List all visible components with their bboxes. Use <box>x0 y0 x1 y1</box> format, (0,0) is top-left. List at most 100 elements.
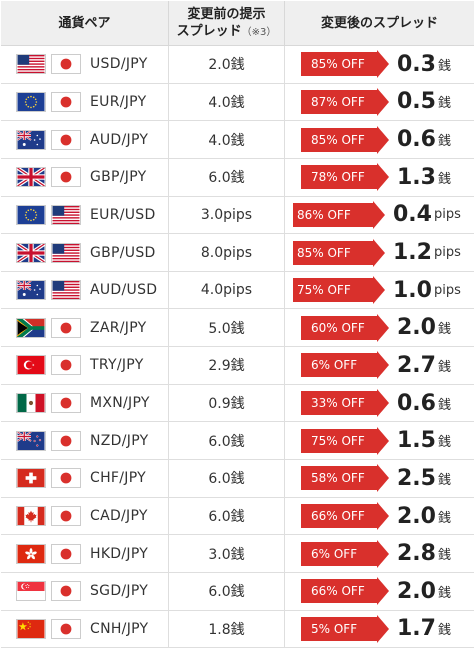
table-row: AUD/JPY 4.0銭 85% OFF 0.6 銭 <box>1 121 474 159</box>
after-spread-value: 1.5 <box>397 428 436 454</box>
ca-flag-icon <box>16 506 46 526</box>
pair-label: AUD/USD <box>90 282 158 299</box>
after-spread-value: 0.4 <box>393 202 432 228</box>
discount-badge: 78% OFF <box>301 163 389 192</box>
pair-cell: GBP/JPY <box>1 158 169 196</box>
discount-label: 60% OFF <box>311 320 365 335</box>
discount-badge: 85% OFF <box>301 125 389 154</box>
after-cell: 66% OFF 2.0 銭 <box>285 573 474 610</box>
after-spread-value: 0.6 <box>397 390 436 416</box>
jp-flag-icon <box>51 317 81 338</box>
table-row: MXN/JPY 0.9銭 33% OFF 0.6 銭 <box>1 384 474 423</box>
after-spread-unit: 銭 <box>437 322 451 338</box>
pair-cell: HKD/JPY <box>1 535 169 572</box>
discount-label: 78% OFF <box>311 170 365 185</box>
after-spread-value: 1.2 <box>393 240 432 266</box>
header-pair: 通貨ペア <box>1 1 169 45</box>
after-spread-value: 1.0 <box>393 277 432 303</box>
before-spread: 3.0銭 <box>169 535 285 572</box>
pair-cell: MXN/JPY <box>1 384 169 422</box>
after-spread-unit: pips <box>433 282 461 298</box>
discount-badge: 33% OFF <box>301 389 389 418</box>
pair-label: CHF/JPY <box>90 470 146 487</box>
mx-flag-icon <box>16 393 46 414</box>
discount-label: 85% OFF <box>311 57 365 72</box>
hk-flag-icon <box>16 543 46 564</box>
gb-flag-icon <box>16 242 46 263</box>
gb-flag-icon <box>16 167 46 188</box>
after-spread-unit: 銭 <box>437 359 451 375</box>
pair-cell: EUR/JPY <box>1 83 169 121</box>
table-row: HKD/JPY 3.0銭 6% OFF 2.8 銭 <box>1 535 474 573</box>
before-spread: 5.0銭 <box>169 309 285 347</box>
us-flag-icon <box>16 54 46 75</box>
pair-label: HKD/JPY <box>90 545 149 562</box>
discount-label: 75% OFF <box>297 283 351 298</box>
pair-label: EUR/JPY <box>90 93 147 110</box>
after-spread-unit: pips <box>433 245 461 261</box>
before-spread: 1.8銭 <box>169 610 285 648</box>
after-spread-value: 2.7 <box>397 352 436 378</box>
before-spread: 6.0銭 <box>169 158 285 196</box>
pair-label: ZAR/JPY <box>90 319 147 336</box>
after-spread-value: 2.0 <box>397 503 436 529</box>
after-cell: 66% OFF 2.0 銭 <box>285 498 474 535</box>
spread-table: 通貨ペア 変更前の提示 スプレッド（※3） 変更後のスプレッド USD/JPY 2… <box>1 1 474 649</box>
discount-badge: 85% OFF <box>293 238 385 267</box>
after-spread-unit: 銭 <box>437 510 451 526</box>
ch-flag-icon <box>16 468 46 489</box>
discount-badge: 60% OFF <box>301 313 389 342</box>
after-spread-value: 2.0 <box>397 578 436 604</box>
discount-label: 86% OFF <box>297 207 351 222</box>
table-row: CHF/JPY 6.0銭 58% OFF 2.5 銭 <box>1 460 474 498</box>
after-spread-unit: 銭 <box>437 435 451 451</box>
after-cell: 5% OFF 1.7 銭 <box>285 611 474 648</box>
after-cell: 86% OFF 0.4 pips <box>285 197 474 234</box>
before-spread: 4.0銭 <box>169 121 285 158</box>
pair-cell: GBP/USD <box>1 234 169 271</box>
pair-cell: EUR/USD <box>1 196 169 234</box>
discount-label: 6% OFF <box>311 546 358 561</box>
jp-flag-icon <box>51 581 81 602</box>
discount-label: 66% OFF <box>311 509 365 523</box>
after-cell: 58% OFF 2.5 銭 <box>285 460 474 497</box>
discount-badge: 6% OFF <box>301 539 389 568</box>
pair-label: USD/JPY <box>90 56 148 73</box>
before-spread: 2.9銭 <box>169 347 285 384</box>
discount-label: 33% OFF <box>311 396 365 411</box>
jp-flag-icon <box>51 506 81 526</box>
table-row: CNH/JPY 1.8銭 5% OFF 1.7 銭 <box>1 610 474 649</box>
jp-flag-icon <box>51 543 81 564</box>
jp-flag-icon <box>51 430 81 451</box>
after-spread-unit: 銭 <box>437 171 451 187</box>
after-spread-unit: 銭 <box>437 96 451 112</box>
before-spread: 6.0銭 <box>169 422 285 460</box>
after-spread-unit: 銭 <box>437 585 451 601</box>
after-spread-unit: 銭 <box>437 134 451 150</box>
pair-cell: ZAR/JPY <box>1 309 169 347</box>
discount-badge: 6% OFF <box>301 351 389 380</box>
pair-label: GBP/JPY <box>90 169 147 186</box>
header-note: （※3） <box>241 26 277 38</box>
discount-badge: 58% OFF <box>301 464 389 493</box>
discount-label: 85% OFF <box>311 132 365 147</box>
discount-badge: 75% OFF <box>301 426 389 455</box>
after-spread-value: 0.3 <box>397 51 436 77</box>
after-cell: 33% OFF 0.6 銭 <box>285 385 474 422</box>
after-cell: 75% OFF 1.0 pips <box>285 272 474 309</box>
eu-flag-icon <box>16 91 46 112</box>
after-spread-value: 1.3 <box>397 164 436 190</box>
us-flag-icon <box>51 204 81 225</box>
after-cell: 6% OFF 2.8 銭 <box>285 535 474 572</box>
jp-flag-icon <box>51 54 81 75</box>
after-cell: 6% OFF 2.7 銭 <box>285 347 474 384</box>
pair-label: CNH/JPY <box>90 620 149 637</box>
discount-label: 6% OFF <box>311 358 358 373</box>
discount-label: 75% OFF <box>311 433 365 448</box>
pair-cell: SGD/JPY <box>1 572 169 610</box>
pair-cell: NZD/JPY <box>1 422 169 460</box>
table-row: GBP/JPY 6.0銭 78% OFF 1.3 銭 <box>1 158 474 197</box>
jp-flag-icon <box>51 355 81 376</box>
pair-cell: AUD/USD <box>1 271 169 309</box>
discount-badge: 75% OFF <box>293 276 385 305</box>
